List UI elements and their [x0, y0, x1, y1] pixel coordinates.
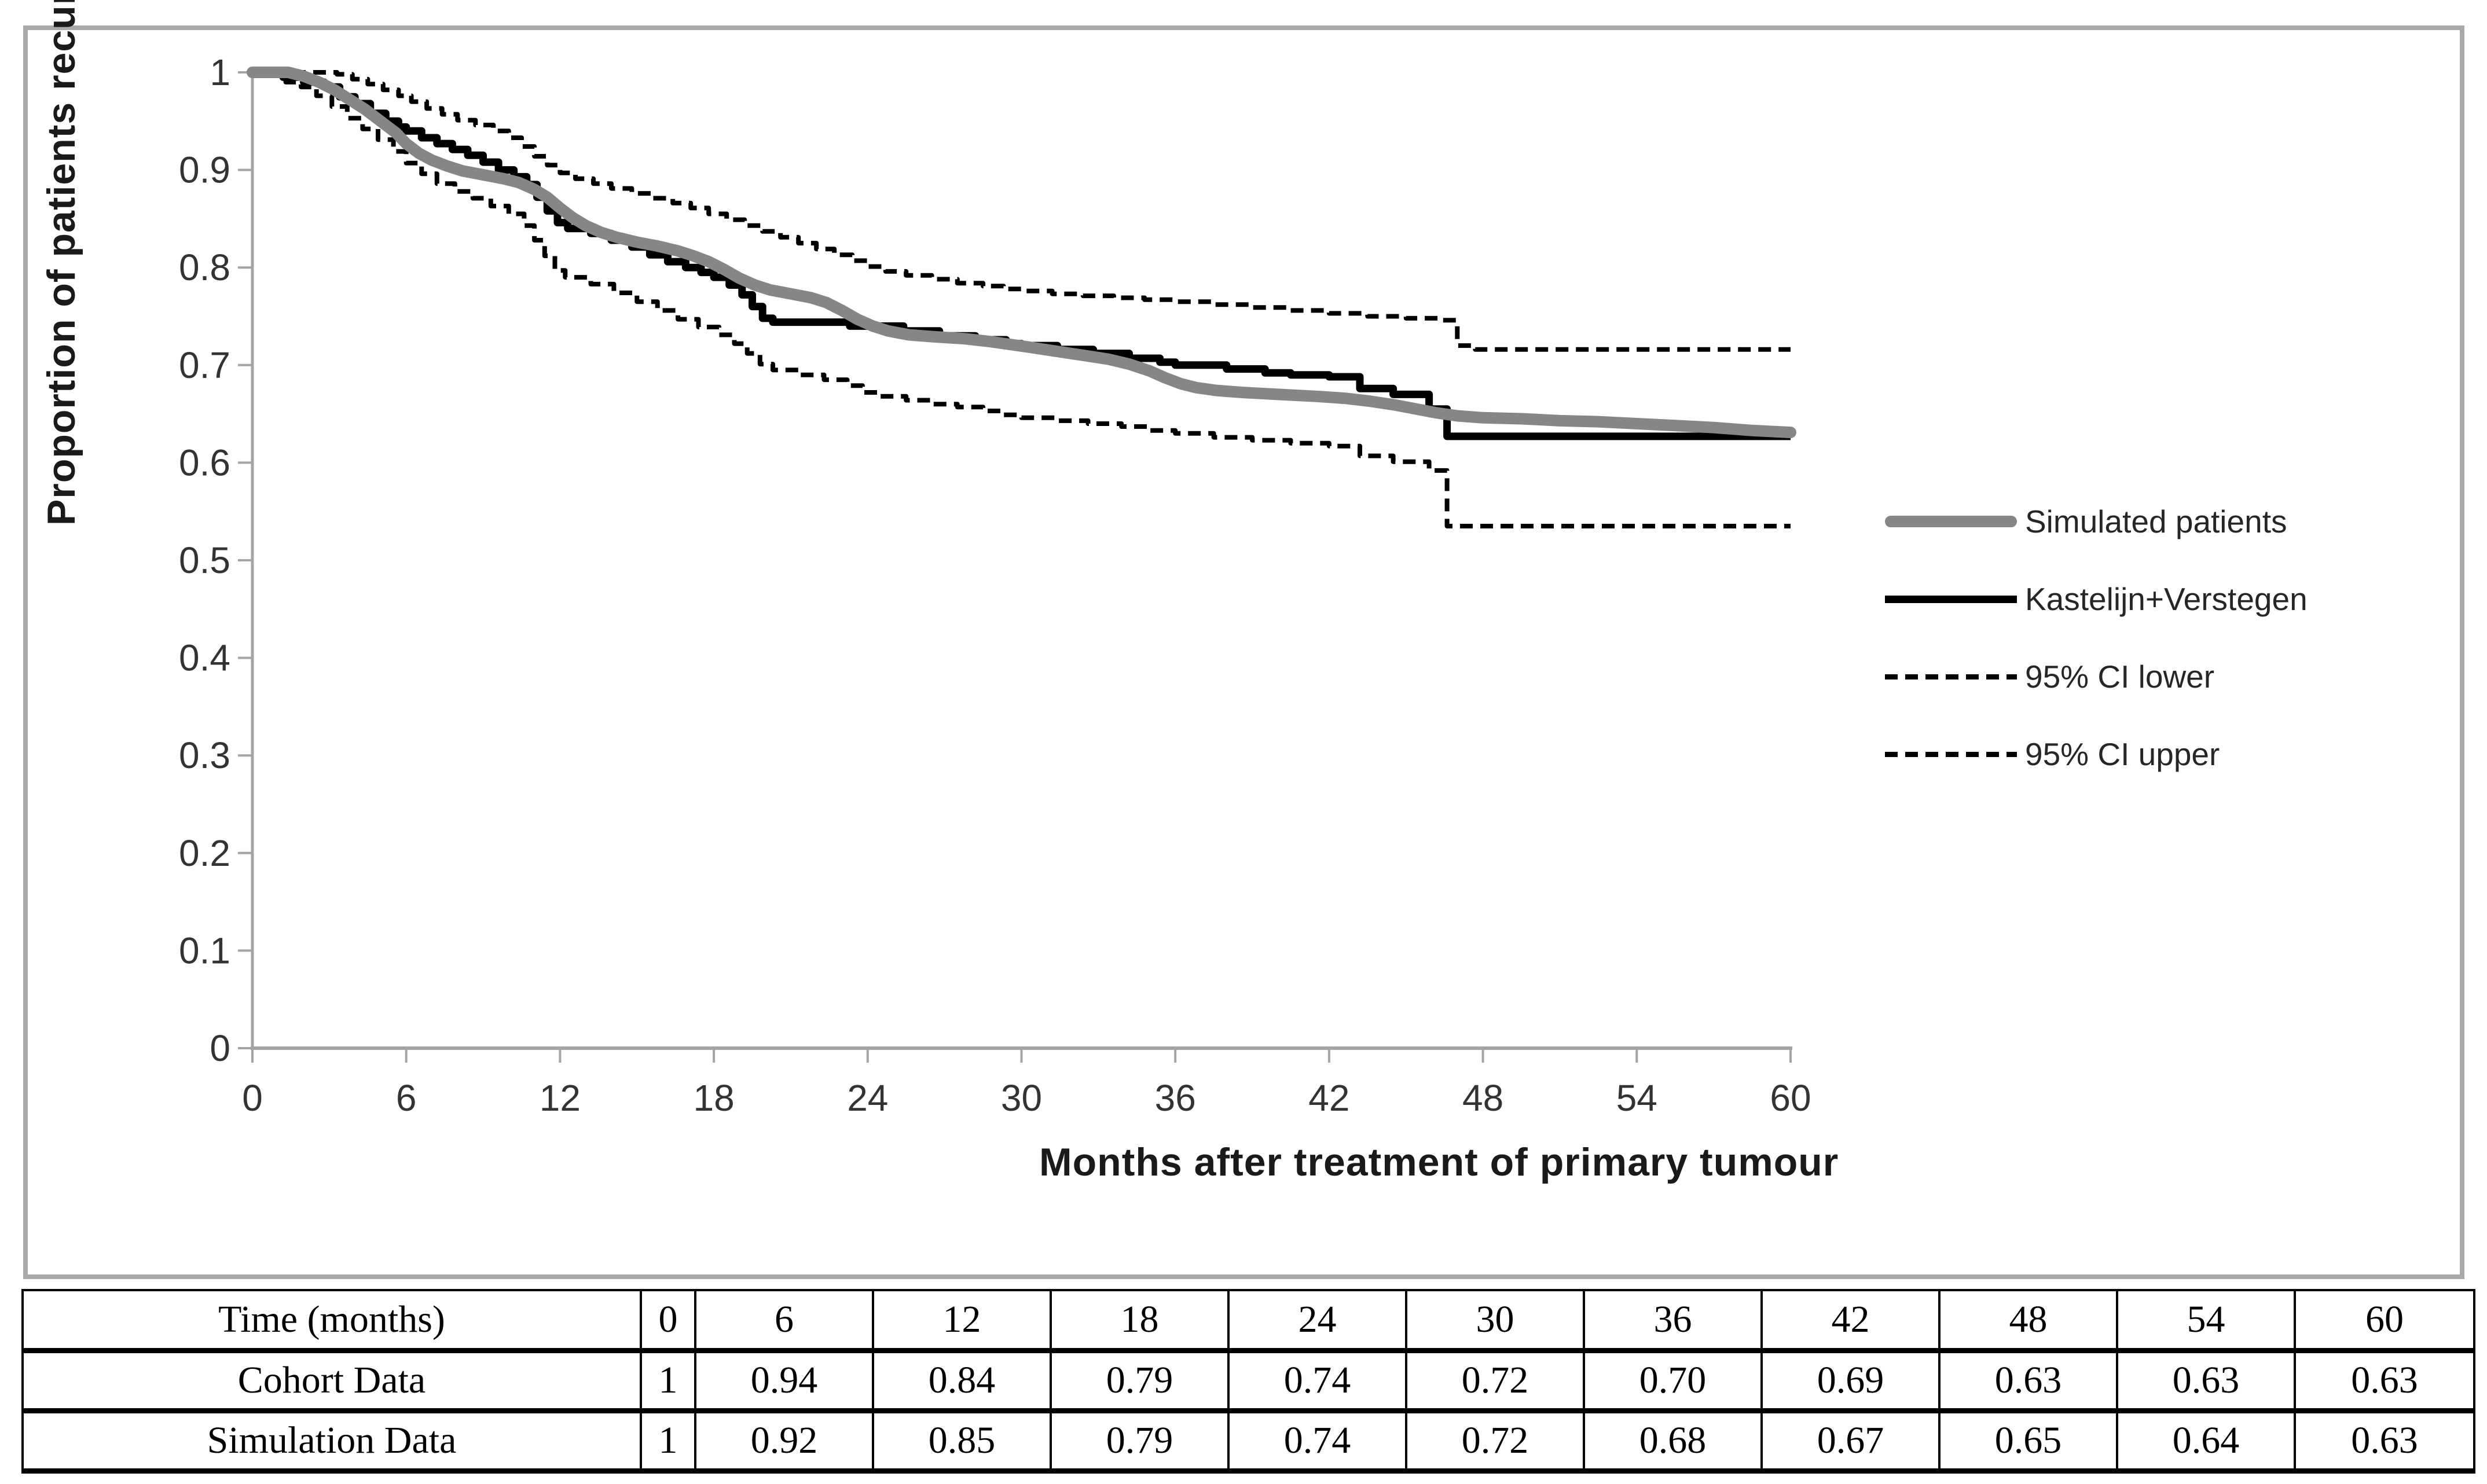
value-cell: 6	[694, 1289, 874, 1353]
y-tick-label: 0.6	[179, 442, 230, 483]
y-tick-label: 0.3	[179, 734, 230, 776]
x-tick-label: 6	[396, 1077, 417, 1119]
table-row: Simulation Data 1 0.92 0.85 0.79 0.74 0.72 0.68…	[21, 1410, 2475, 1474]
value-cell: 0.63	[2294, 1350, 2475, 1413]
x-tick-label: 36	[1155, 1077, 1196, 1119]
summary-table: Time (months) 0 6 12 18 24 30 36 42 48 54 60 Cohort …	[21, 1289, 2475, 1474]
y-tick-label: 0	[210, 1027, 230, 1069]
value-cell: 0.79	[1050, 1410, 1230, 1474]
chart-panel	[23, 25, 2464, 1279]
value-cell: 0.68	[1583, 1410, 1763, 1474]
value-cell: 30	[1405, 1289, 1585, 1353]
value-cell: 0.72	[1405, 1350, 1585, 1413]
x-tick-label: 12	[540, 1077, 581, 1119]
series-line-kastelijn-verstegen	[252, 68, 1791, 440]
value-cell: 0.74	[1227, 1410, 1407, 1474]
value-cell: 0.84	[872, 1350, 1052, 1413]
x-tick-label: 60	[1770, 1077, 1811, 1119]
legend-item-ci-lower: 95% CI lower	[1885, 659, 2308, 695]
x-tick-label: 48	[1462, 1077, 1503, 1119]
y-tick-label: 0.7	[179, 344, 230, 386]
y-tick-label: 0.2	[179, 832, 230, 874]
x-tick-label: 30	[1001, 1077, 1042, 1119]
y-tick-label: 0.9	[179, 149, 230, 191]
legend-label: Kastelijn+Verstegen	[2025, 581, 2308, 617]
series-line-simulated-patients	[247, 67, 1796, 439]
value-cell: 48	[1938, 1289, 2118, 1353]
value-cell: 0.79	[1050, 1350, 1230, 1413]
y-tick-label: 0.5	[179, 539, 230, 581]
value-cell: 0.65	[1938, 1410, 2118, 1474]
legend-item-kastelijn-verstegen: Kastelijn+Verstegen	[1885, 581, 2308, 617]
legend-item-ci-upper: 95% CI upper	[1885, 736, 2308, 772]
y-tick-label: 1	[210, 52, 230, 93]
x-tick-label: 42	[1308, 1077, 1349, 1119]
value-cell: 42	[1760, 1289, 1941, 1353]
y-tick-label: 0.4	[179, 637, 230, 679]
gray-line-swatch-icon	[1885, 516, 2017, 527]
legend-label: 95% CI lower	[2025, 659, 2215, 695]
x-tick-label: 0	[242, 1077, 263, 1119]
value-cell: 0.63	[2294, 1410, 2475, 1474]
table-header-row: Time (months) 0 6 12 18 24 30 36 42 48 54 60	[21, 1289, 2475, 1353]
series-line-95-ci-upper	[252, 70, 1791, 352]
value-cell: 0.67	[1760, 1410, 1941, 1474]
value-cell: 54	[2116, 1289, 2296, 1353]
value-cell: 60	[2294, 1289, 2475, 1353]
value-cell: 0.64	[2116, 1410, 2296, 1474]
y-tick-label: 0.8	[179, 247, 230, 288]
value-cell: 0.72	[1405, 1410, 1585, 1474]
value-cell: 18	[1050, 1289, 1230, 1353]
row-label-cell: Time (months)	[21, 1289, 642, 1353]
legend-item-simulated-patients: Simulated patients	[1885, 504, 2308, 539]
value-cell: 24	[1227, 1289, 1407, 1353]
summary-table-wrap: Time (months) 0 6 12 18 24 30 36 42 48 54 60 Cohort …	[21, 1289, 2475, 1474]
value-cell: 0.85	[872, 1410, 1052, 1474]
value-cell: 0.70	[1583, 1350, 1763, 1413]
series-line-95-ci-lower	[252, 70, 1791, 528]
value-cell: 0.63	[2116, 1350, 2296, 1413]
value-cell: 0.94	[694, 1350, 874, 1413]
dashed-line-swatch-icon	[1885, 674, 2017, 679]
x-tick-label: 54	[1616, 1077, 1657, 1119]
x-tick-label: 24	[847, 1077, 888, 1119]
value-cell: 0.92	[694, 1410, 874, 1474]
value-cell: 12	[872, 1289, 1052, 1353]
x-tick-label: 18	[694, 1077, 735, 1119]
value-cell: 0.63	[1938, 1350, 2118, 1413]
value-cell: 1	[640, 1410, 696, 1474]
table-row: Cohort Data 1 0.94 0.84 0.79 0.74 0.72 0.70 0.69…	[21, 1350, 2475, 1413]
value-cell: 0.69	[1760, 1350, 1941, 1413]
value-cell: 0.74	[1227, 1350, 1407, 1413]
value-cell: 1	[640, 1350, 696, 1413]
row-label-cell: Cohort Data	[21, 1350, 642, 1413]
legend-label: 95% CI upper	[2025, 736, 2220, 772]
value-cell: 0	[640, 1289, 696, 1353]
y-tick-label: 0.1	[179, 930, 230, 971]
legend-label: Simulated patients	[2025, 504, 2287, 539]
dashed-line-swatch-icon	[1885, 751, 2017, 757]
value-cell: 36	[1583, 1289, 1763, 1353]
row-label-cell: Simulation Data	[21, 1410, 642, 1474]
legend: Simulated patients Kastelijn+Verstegen 9…	[1885, 504, 2308, 772]
black-line-swatch-icon	[1885, 595, 2017, 603]
